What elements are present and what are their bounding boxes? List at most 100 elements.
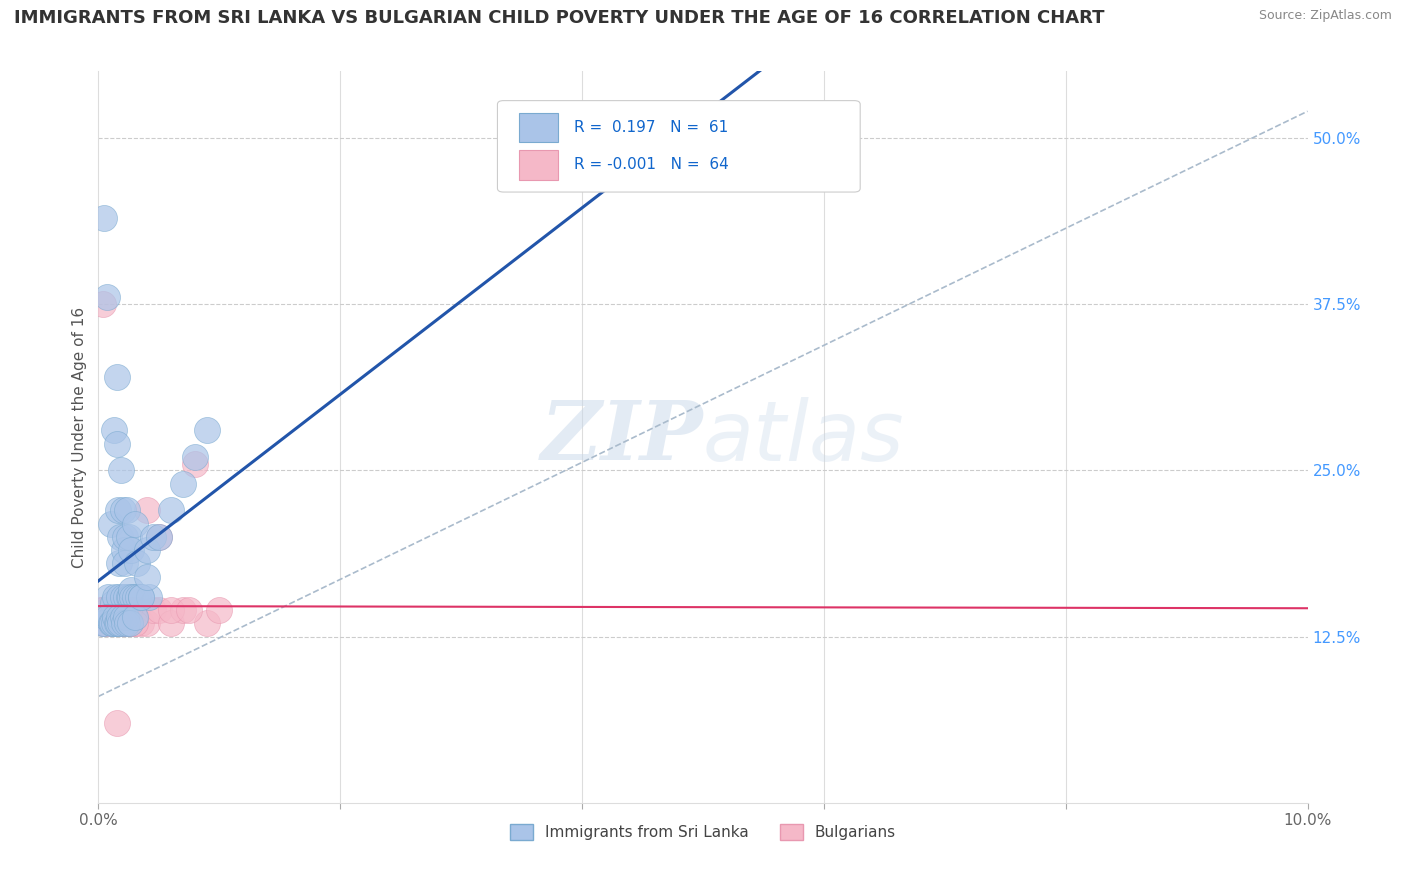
Bar — [519, 113, 558, 143]
Point — [110, 603, 132, 617]
Point — [172, 603, 194, 617]
Point — [114, 530, 136, 544]
Text: Source: ZipAtlas.com: Source: ZipAtlas.com — [1258, 9, 1392, 22]
Point — [127, 603, 149, 617]
Point — [105, 616, 128, 631]
Text: R = -0.001   N =  64: R = -0.001 N = 64 — [574, 158, 728, 172]
Point — [100, 616, 122, 631]
Point — [129, 590, 152, 604]
Point — [108, 616, 131, 631]
Point — [114, 557, 136, 571]
Point — [94, 609, 117, 624]
Point — [160, 603, 183, 617]
Point — [120, 582, 142, 597]
Point — [111, 590, 134, 604]
Point — [94, 616, 117, 631]
Point — [100, 603, 122, 617]
Point — [108, 530, 131, 544]
Point — [129, 590, 152, 604]
Point — [111, 609, 134, 624]
Point — [195, 424, 218, 438]
Point — [108, 557, 131, 571]
Point — [91, 603, 114, 617]
Point — [142, 530, 165, 544]
Point — [93, 603, 115, 617]
FancyBboxPatch shape — [498, 101, 860, 192]
Point — [172, 476, 194, 491]
Point — [135, 543, 157, 558]
Point — [148, 530, 170, 544]
Point — [124, 590, 146, 604]
Point — [97, 603, 120, 617]
Point — [118, 530, 141, 544]
Point — [111, 603, 134, 617]
Point — [105, 436, 128, 450]
Point — [118, 590, 141, 604]
Point — [124, 616, 146, 631]
Point — [101, 603, 124, 617]
Point — [118, 603, 141, 617]
Point — [110, 463, 132, 477]
Point — [105, 716, 128, 731]
Legend: Immigrants from Sri Lanka, Bulgarians: Immigrants from Sri Lanka, Bulgarians — [503, 818, 903, 847]
Point — [129, 616, 152, 631]
Point — [121, 590, 143, 604]
Point — [120, 543, 142, 558]
Point — [105, 616, 128, 631]
Point — [115, 609, 138, 624]
Point — [127, 557, 149, 571]
Point — [103, 424, 125, 438]
Point — [96, 603, 118, 617]
Point — [108, 590, 131, 604]
Point — [138, 590, 160, 604]
Point — [195, 616, 218, 631]
Point — [96, 290, 118, 304]
Point — [107, 616, 129, 631]
Text: IMMIGRANTS FROM SRI LANKA VS BULGARIAN CHILD POVERTY UNDER THE AGE OF 16 CORRELA: IMMIGRANTS FROM SRI LANKA VS BULGARIAN C… — [14, 9, 1105, 27]
Point — [118, 603, 141, 617]
Point — [93, 603, 115, 617]
Point — [112, 603, 135, 617]
Point — [160, 503, 183, 517]
Point — [184, 457, 207, 471]
Point — [179, 603, 201, 617]
Point — [108, 603, 131, 617]
Point — [124, 516, 146, 531]
Point — [111, 616, 134, 631]
Point — [117, 616, 139, 631]
Point — [208, 603, 231, 617]
Text: R =  0.197   N =  61: R = 0.197 N = 61 — [574, 120, 728, 136]
Point — [101, 596, 124, 610]
Point — [107, 616, 129, 631]
Point — [91, 297, 114, 311]
Point — [100, 609, 122, 624]
Point — [107, 616, 129, 631]
Point — [118, 616, 141, 631]
Point — [108, 616, 131, 631]
Point — [114, 616, 136, 631]
Point — [91, 603, 114, 617]
Point — [97, 609, 120, 624]
Point — [91, 616, 114, 631]
Point — [104, 609, 127, 624]
Point — [91, 616, 114, 631]
Point — [135, 616, 157, 631]
Point — [115, 616, 138, 631]
Point — [97, 603, 120, 617]
Point — [148, 603, 170, 617]
Point — [103, 603, 125, 617]
Point — [93, 603, 115, 617]
Point — [118, 603, 141, 617]
Y-axis label: Child Poverty Under the Age of 16: Child Poverty Under the Age of 16 — [72, 307, 87, 567]
Point — [100, 603, 122, 617]
Point — [93, 616, 115, 631]
Point — [104, 603, 127, 617]
Point — [96, 603, 118, 617]
Text: atlas: atlas — [703, 397, 904, 477]
Point — [94, 603, 117, 617]
Point — [108, 616, 131, 631]
Point — [108, 609, 131, 624]
Point — [100, 516, 122, 531]
Point — [118, 590, 141, 604]
Point — [97, 590, 120, 604]
